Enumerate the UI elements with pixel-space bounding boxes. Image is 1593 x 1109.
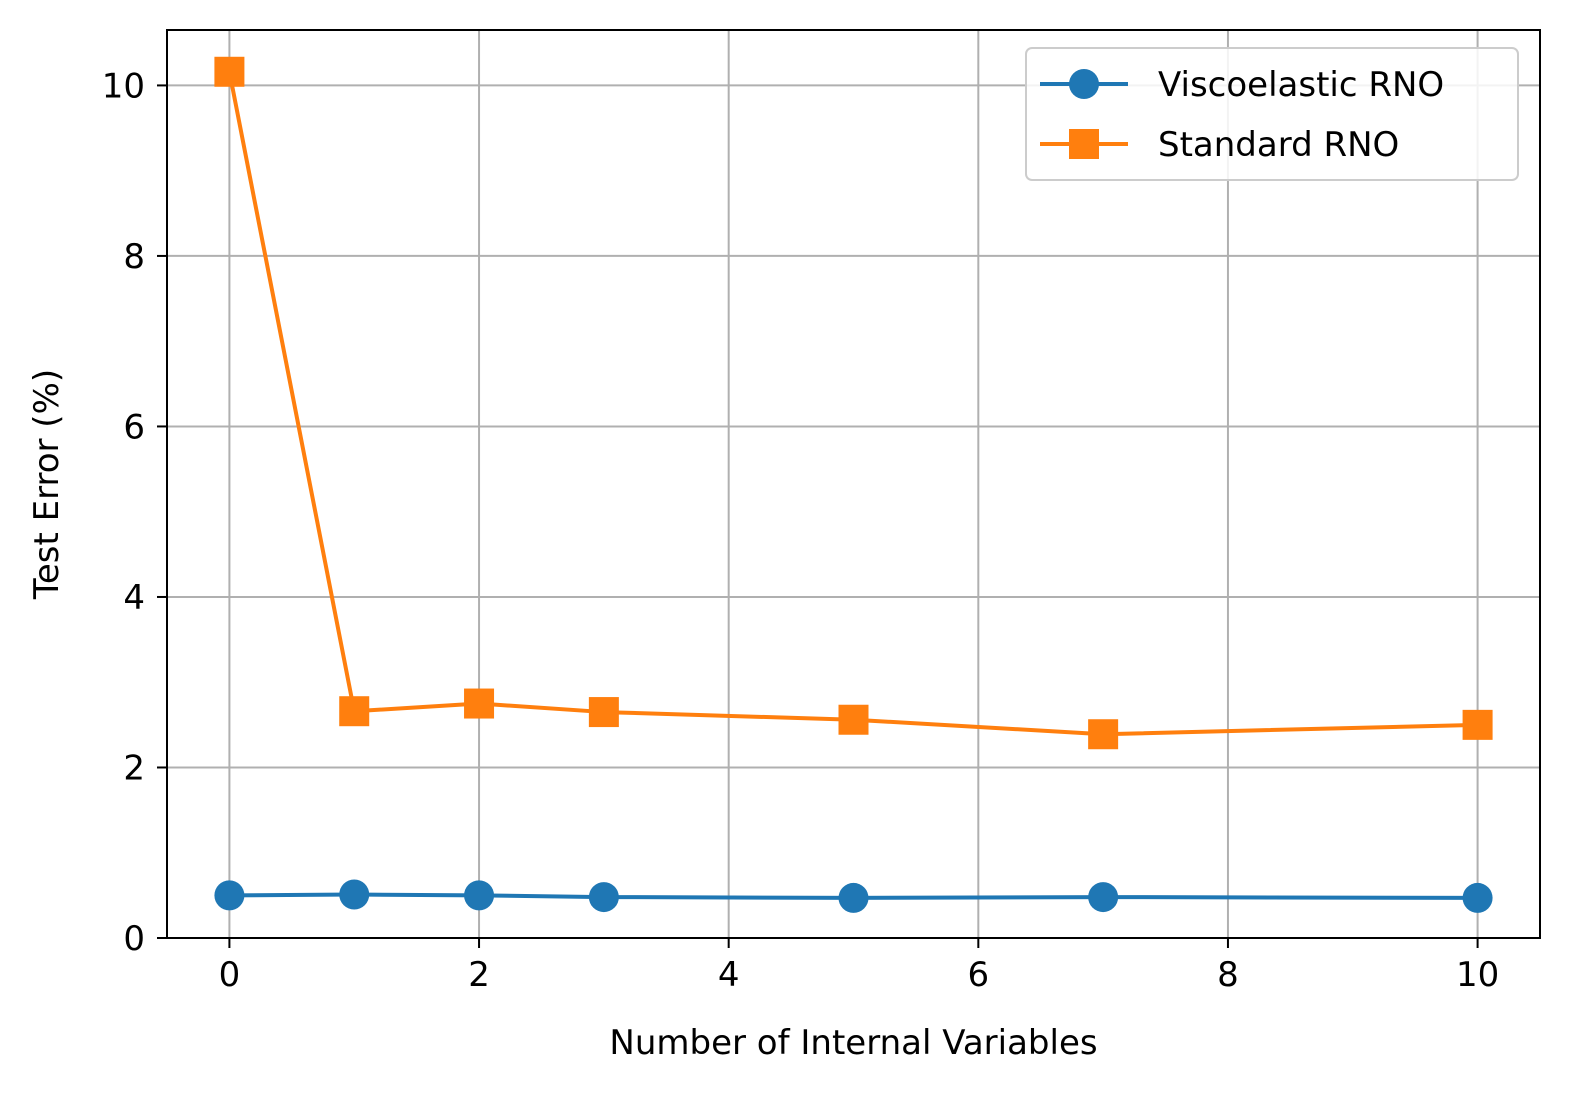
y-tick-label: 8 [123,237,145,277]
data-point [339,879,370,910]
legend-label: Standard RNO [1158,125,1399,165]
y-tick-label: 0 [123,919,145,959]
data-point [838,882,869,913]
data-point [1462,709,1493,740]
data-point [1088,882,1119,913]
data-point [339,696,370,727]
data-point [214,880,245,911]
data-point [464,688,495,719]
legend-label: Viscoelastic RNO [1158,65,1444,105]
data-point [464,880,495,911]
data-point [838,704,869,735]
x-tick-label: 6 [967,955,989,995]
y-tick-label: 10 [102,66,145,106]
y-tick-label: 2 [123,748,145,788]
data-point [588,882,619,913]
x-tick-label: 0 [219,955,241,995]
x-tick-label: 8 [1217,955,1239,995]
x-axis-label: Number of Internal Variables [609,1023,1097,1063]
legend-marker [1069,69,1099,99]
x-tick-label: 10 [1456,955,1499,995]
series-layer [214,56,1493,913]
x-tick-label: 4 [718,955,740,995]
data-point [1462,882,1493,913]
y-axis-label: Test Error (%) [27,369,67,600]
data-point [1088,719,1119,750]
legend-entry: Standard RNO [1040,125,1399,165]
data-point [214,56,245,87]
y-tick-label: 6 [123,407,145,447]
y-tick-label: 4 [123,578,145,618]
axis-ticks: 0 2 4 6 8 10 0 2 4 6 8 10 [102,66,1499,995]
series-0 [214,879,1493,913]
legend-entry: Viscoelastic RNO [1040,65,1444,105]
data-point [588,697,619,728]
legend-marker [1069,129,1099,159]
legend-box [1025,47,1519,181]
series-1 [214,56,1493,750]
plot-frame [166,29,1541,939]
x-tick-label: 2 [468,955,490,995]
legend: Viscoelastic RNO Standard RNO [1025,47,1519,181]
